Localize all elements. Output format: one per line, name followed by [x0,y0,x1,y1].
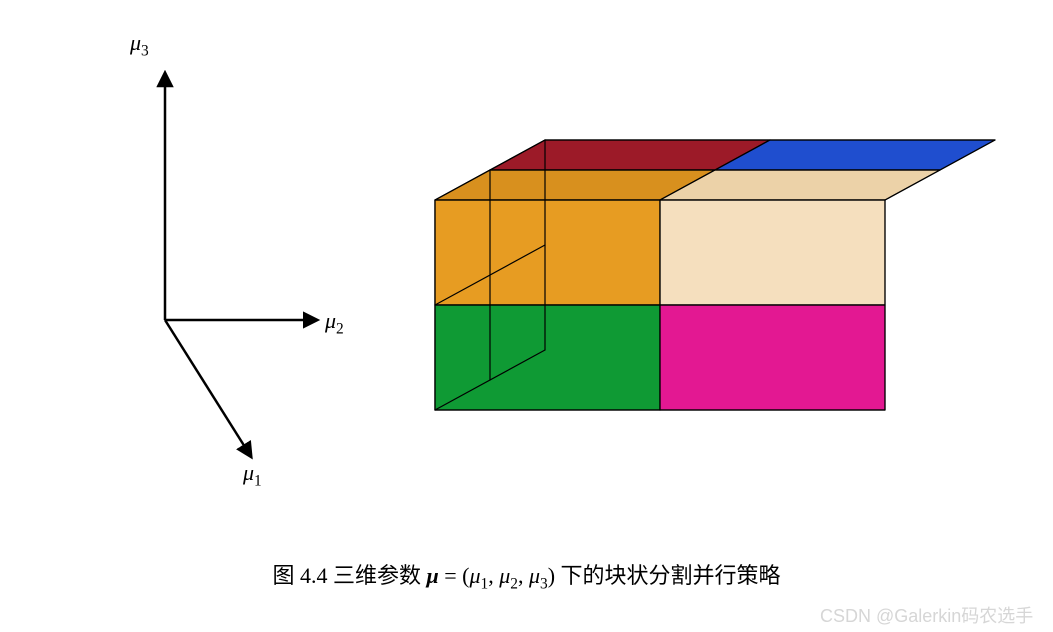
cube-front-top-left [435,200,660,305]
caption-close: ) [548,563,561,588]
cube-front-bot-left [435,305,660,410]
caption-before: 三维参数 [333,563,427,588]
caption-c1: , [488,563,499,588]
axis-mu1 [165,320,250,455]
figure-area: μ3 μ2 μ1 [0,0,1053,520]
axis-label-mu1: μ1 [243,460,262,490]
watermark-prefix: CSDN @ [820,606,894,626]
figure-caption: 图 4.4 三维参数 μ = (μ1, μ2, μ3) 下的块状分割并行策略 [0,558,1053,593]
axes-svg [0,0,400,520]
cube-svg [360,0,1053,520]
caption-after: 下的块状分割并行策略 [561,563,781,588]
axis-label-mu2: μ2 [325,308,344,338]
watermark: CSDN @Galerkin码农选手 [820,602,1033,628]
cube-front-top-right [660,200,885,305]
caption-c2: , [518,563,529,588]
caption-prefix: 图 4.4 [272,563,327,588]
caption-sub2: 2 [510,575,518,592]
axis-label-mu3: μ3 [130,30,149,60]
caption-mu-bold: μ [426,563,438,588]
caption-mu2: μ [499,563,510,588]
caption-eq: = ( [439,563,470,588]
caption-mu1: μ [469,563,480,588]
caption-sub3: 3 [540,575,548,592]
caption-mu3: μ [529,563,540,588]
watermark-author: Galerkin码农选手 [894,606,1033,626]
cube-front-bot-right [660,305,885,410]
